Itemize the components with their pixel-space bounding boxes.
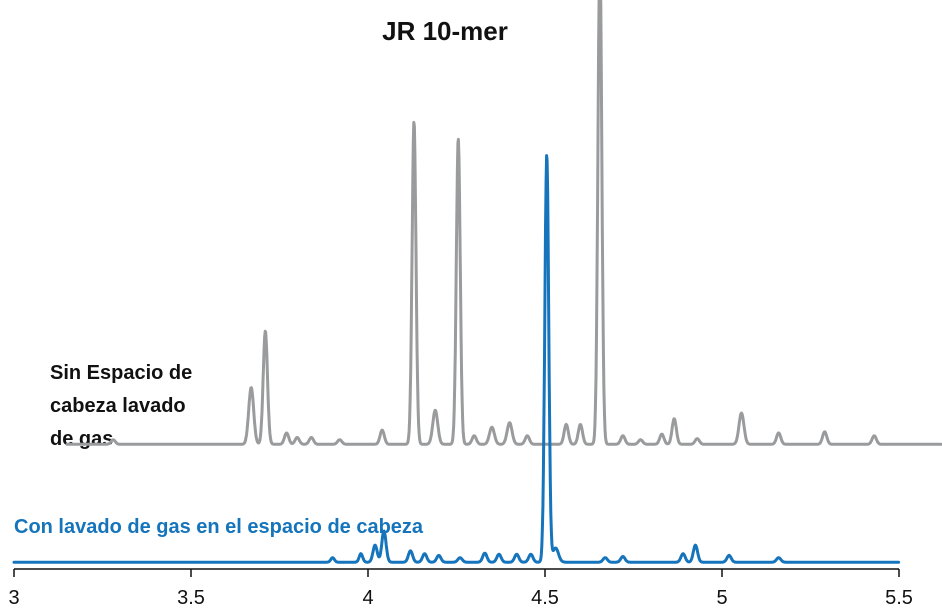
gray-series-label-line-1: Sin Espacio de (50, 362, 192, 384)
chart-title: JR 10-mer (382, 16, 508, 46)
gray-series-label-line-2: cabeza lavado (50, 395, 186, 417)
x-tick-label: 3 (8, 587, 19, 609)
blue-series-line (12, 154, 901, 564)
x-tick-label: 4.5 (531, 587, 559, 609)
x-tick-label: 3.5 (177, 587, 205, 609)
x-axis-ticks: 3 3.5 4 4.5 5 5.5 (8, 569, 913, 609)
x-tick-label: 5 (716, 587, 727, 609)
gray-series-line (65, 0, 942, 446)
x-tick-label: 5.5 (885, 587, 913, 609)
gray-series-label: Sin Espacio de cabeza lavado de gas (50, 362, 198, 450)
blue-series-label: Con lavado de gas en el espacio de cabez… (14, 516, 424, 538)
gray-series-label-line-3: de gas (50, 428, 113, 450)
x-tick-label: 4 (362, 587, 373, 609)
